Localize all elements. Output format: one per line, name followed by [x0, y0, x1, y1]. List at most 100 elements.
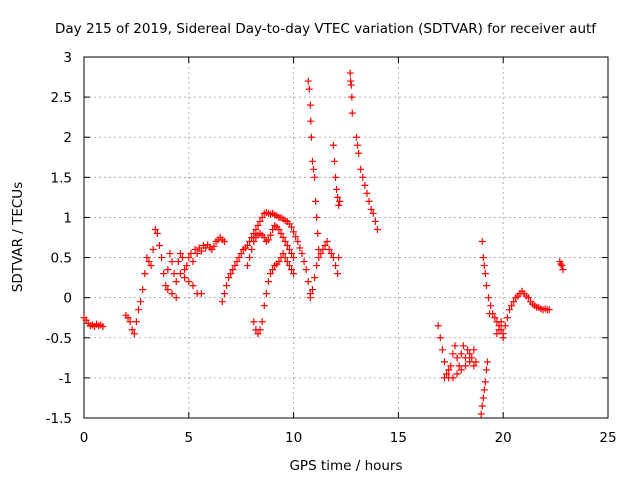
data-point: [134, 306, 142, 314]
data-point: [250, 229, 258, 237]
data-point: [298, 250, 306, 258]
data-point: [457, 366, 465, 374]
data-point: [269, 266, 277, 274]
data-point: [172, 294, 180, 302]
data-point: [472, 358, 480, 366]
data-point: [223, 282, 231, 290]
data-point: [468, 354, 476, 362]
data-point: [558, 262, 566, 270]
data-point: [438, 346, 446, 354]
data-point: [210, 242, 218, 250]
data-point: [352, 133, 360, 141]
data-point: [300, 258, 308, 266]
data-point: [137, 298, 145, 306]
chart-title: Day 215 of 2019, Sidereal Day-to-day VTE…: [55, 21, 597, 37]
data-point: [179, 254, 187, 262]
data-point: [354, 141, 362, 149]
data-point: [256, 217, 264, 225]
plot-frame: [83, 56, 609, 419]
y-tick-label: 1.5: [51, 170, 72, 186]
data-point: [181, 266, 189, 274]
data-point: [231, 262, 239, 270]
x-tick-label: 20: [495, 430, 512, 446]
data-point: [481, 378, 489, 386]
data-point: [296, 244, 304, 252]
data-point: [481, 270, 489, 278]
y-tick-label: 2.5: [51, 90, 72, 106]
data-point: [174, 258, 182, 266]
data-point: [311, 173, 319, 181]
data-point: [461, 354, 469, 362]
data-point: [254, 330, 262, 338]
data-point: [332, 262, 340, 270]
data-point: [304, 77, 312, 85]
data-point: [441, 374, 449, 382]
data-point: [197, 290, 205, 298]
data-point: [314, 229, 322, 237]
data-point: [485, 294, 493, 302]
data-point: [256, 326, 264, 334]
data-point: [369, 209, 377, 217]
data-point: [260, 302, 268, 310]
data-point: [264, 236, 272, 244]
y-axis-label: SDTVAR / TECUs: [10, 182, 26, 292]
y-tick-label: 0.5: [51, 251, 72, 267]
data-point: [436, 334, 444, 342]
x-tick-label: 10: [285, 430, 302, 446]
data-point: [235, 254, 243, 262]
data-point: [313, 262, 321, 270]
x-tick-label: 15: [390, 430, 407, 446]
data-point: [330, 157, 338, 165]
data-point: [264, 278, 272, 286]
data-point: [453, 370, 461, 378]
x-tick-label: 5: [185, 430, 194, 446]
data-point: [480, 386, 488, 394]
data-point: [367, 205, 375, 213]
data-point: [225, 274, 233, 282]
data-point: [248, 246, 256, 254]
data-point: [191, 246, 199, 254]
data-point: [333, 185, 341, 193]
data-point: [308, 157, 316, 165]
data-point: [365, 197, 373, 205]
data-point: [260, 234, 268, 241]
data-point: [434, 322, 442, 330]
data-point: [176, 250, 184, 258]
data-point: [185, 278, 193, 286]
data-point: [288, 266, 296, 274]
data-point: [315, 254, 323, 262]
data-point: [160, 270, 168, 278]
data-point: [285, 246, 293, 254]
data-point: [323, 238, 331, 246]
data-point: [306, 101, 314, 109]
data-point: [545, 306, 553, 314]
data-point: [348, 109, 356, 117]
data-point: [145, 258, 153, 266]
data-point: [285, 262, 293, 270]
data-point: [311, 274, 319, 282]
y-tick-label: 0: [63, 291, 72, 307]
data-point: [279, 250, 287, 258]
data-point: [258, 318, 266, 326]
data-point: [189, 258, 197, 266]
data-point: [302, 266, 310, 274]
data-point: [277, 229, 285, 237]
data-point: [304, 278, 312, 286]
data-point: [466, 350, 474, 358]
data-point: [470, 346, 478, 354]
data-point: [451, 342, 459, 350]
data-point: [227, 270, 235, 278]
data-point: [449, 350, 457, 358]
data-point: [503, 314, 511, 322]
data-point: [147, 262, 155, 270]
data-point: [275, 225, 283, 233]
data-point: [197, 247, 205, 255]
data-point: [335, 201, 343, 209]
data-point: [464, 346, 472, 354]
data-point: [478, 402, 486, 410]
data-point: [489, 310, 497, 318]
data-point: [305, 85, 313, 93]
data-point: [99, 323, 107, 331]
data-point: [164, 266, 172, 274]
axis-ticks: 0 5 10 15 20 25 -1.5 -1 -0.5 0 0.5 1 1.5 2 2.5 3: [46, 50, 617, 446]
